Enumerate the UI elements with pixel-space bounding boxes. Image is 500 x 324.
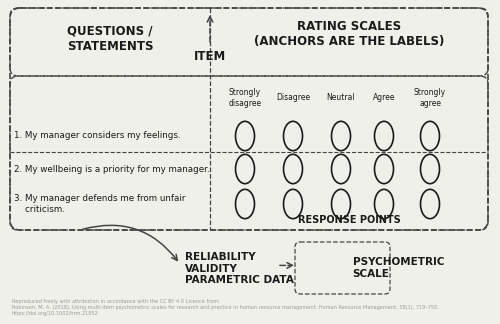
Text: Strongly
agree: Strongly agree bbox=[414, 88, 446, 108]
Text: 1. My manager considers my feelings.: 1. My manager considers my feelings. bbox=[14, 132, 180, 141]
Text: Strongly
disagree: Strongly disagree bbox=[228, 88, 262, 108]
Text: ITEM: ITEM bbox=[194, 51, 226, 64]
Text: 2. My wellbeing is a priority for my manager.: 2. My wellbeing is a priority for my man… bbox=[14, 165, 209, 173]
Text: 3. My manager defends me from unfair
    criticism.: 3. My manager defends me from unfair cri… bbox=[14, 194, 186, 214]
Text: QUESTIONS /
STATEMENTS: QUESTIONS / STATEMENTS bbox=[67, 25, 153, 52]
Text: Neutral: Neutral bbox=[326, 94, 356, 102]
Text: RESPONSE POINTS: RESPONSE POINTS bbox=[298, 215, 401, 225]
Text: Reproduced freely with attribution in accordance with the CC BY 4.0 Licence from: Reproduced freely with attribution in ac… bbox=[12, 299, 439, 316]
Text: RELIABILITY
VALIDITY
PARAMETRIC DATA: RELIABILITY VALIDITY PARAMETRIC DATA bbox=[185, 252, 294, 285]
Text: RATING SCALES
(ANCHORS ARE THE LABELS): RATING SCALES (ANCHORS ARE THE LABELS) bbox=[254, 20, 444, 48]
Text: Disagree: Disagree bbox=[276, 94, 310, 102]
Text: PSYCHOMETRIC
SCALE: PSYCHOMETRIC SCALE bbox=[352, 257, 444, 279]
Text: Agree: Agree bbox=[373, 94, 395, 102]
